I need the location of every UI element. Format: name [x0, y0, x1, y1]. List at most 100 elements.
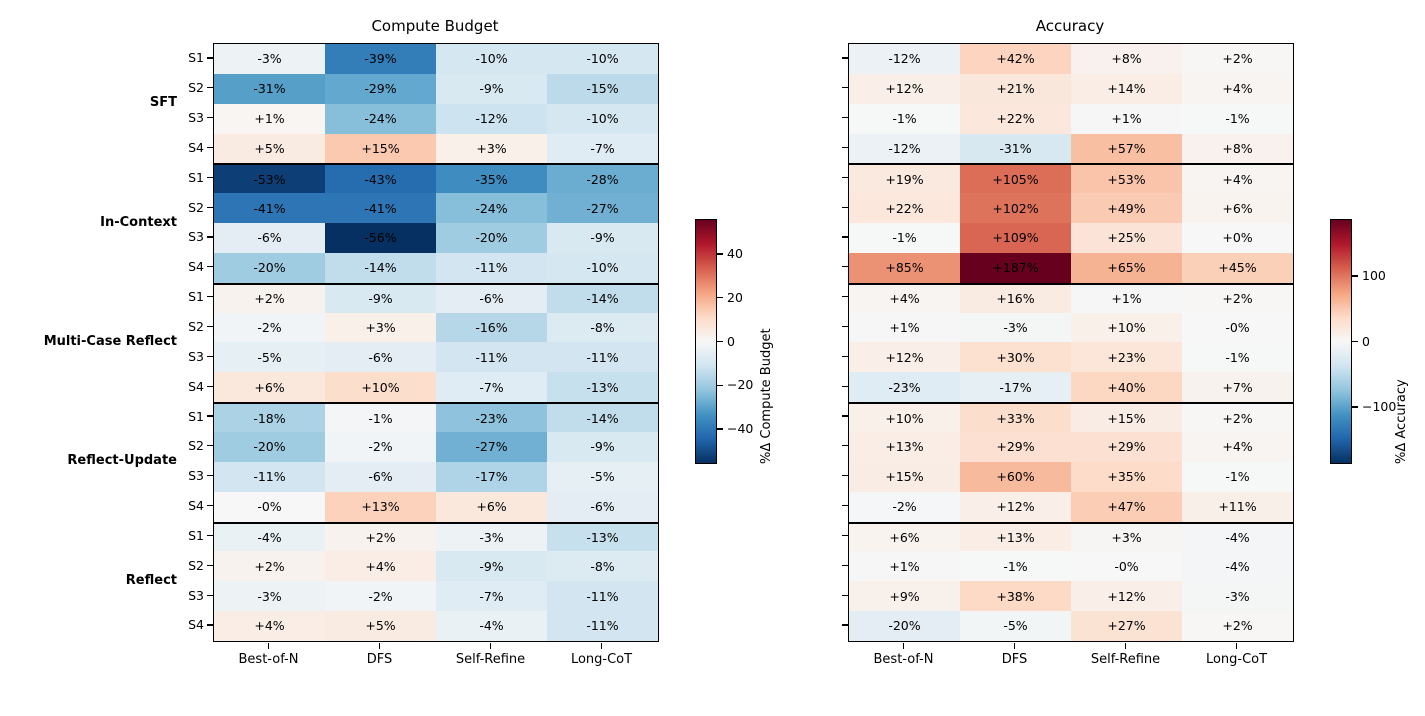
- y-axis-tick: [207, 296, 213, 298]
- row-group-label: Multi-Case Reflect: [43, 333, 177, 349]
- heatmap-cell: +5%: [325, 611, 436, 641]
- heatmap-cell: -5%: [547, 461, 658, 492]
- heatmap-cell: +14%: [1071, 73, 1182, 104]
- y-axis-row: S3: [8, 580, 213, 610]
- row-label: S3: [188, 229, 204, 245]
- heatmap-cell: +12%: [1071, 581, 1182, 612]
- heatmap-cell: -6%: [436, 282, 547, 313]
- colorbar-tick-mark: [1352, 406, 1358, 408]
- y-axis-row: S1: [8, 401, 213, 431]
- heatmap-cell: +19%: [849, 163, 960, 194]
- row-label: S2: [188, 80, 204, 96]
- row-label: S4: [188, 617, 204, 633]
- y-axis-row: [822, 401, 848, 431]
- heatmap-cell: -3%: [436, 521, 547, 552]
- y-axis-tick: [842, 296, 848, 298]
- heatmap-cell: -4%: [1182, 551, 1293, 582]
- column-label: DFS: [366, 652, 393, 667]
- y-axis-tick: [207, 57, 213, 59]
- row-label: S2: [188, 319, 204, 335]
- heatmap-cell: -14%: [547, 282, 658, 313]
- heatmap-cell: -14%: [547, 402, 658, 432]
- x-axis: Best-of-N DFS Self-Refine Long-CoT: [213, 643, 657, 689]
- heatmap-cell: +53%: [1071, 163, 1182, 194]
- heatmap-cell: -6%: [214, 223, 325, 253]
- y-axis-tick: [207, 624, 213, 626]
- row-label: S4: [188, 259, 204, 275]
- y-axis-row: S4: [8, 491, 213, 521]
- y-axis-row: S1: [8, 282, 213, 312]
- heatmap-cell: +30%: [960, 342, 1071, 373]
- heatmap-cell: +15%: [325, 133, 436, 164]
- heatmap-cell: +1%: [849, 551, 960, 582]
- colorbar-tick-mark: [717, 428, 723, 430]
- row-label: S1: [188, 169, 204, 185]
- heatmap-cell: -15%: [547, 73, 658, 104]
- row-label: S3: [188, 110, 204, 126]
- column-label: DFS: [1001, 652, 1028, 667]
- chart-title: Compute Budget: [371, 17, 499, 35]
- heatmap-cell: +7%: [1182, 372, 1293, 403]
- heatmap-cell: +102%: [960, 193, 1071, 224]
- heatmap-cell: -3%: [214, 581, 325, 612]
- colorbar-tick-label: 100: [1362, 267, 1386, 283]
- y-axis-tick: [842, 206, 848, 208]
- y-axis-row: [822, 252, 848, 282]
- chart-title: Accuracy: [1035, 17, 1105, 35]
- x-axis-tick: [378, 643, 381, 649]
- heatmap-cell: -3%: [1182, 581, 1293, 612]
- heatmap-cell: -28%: [547, 163, 658, 194]
- heatmap-cell: -6%: [325, 461, 436, 492]
- y-axis-row: [822, 162, 848, 192]
- x-axis-tick: [489, 643, 492, 649]
- y-axis-row: S2: [8, 431, 213, 461]
- accuracy-heatmap: Accuracy -12% +42% +8% +2% +12% +21% +14% +4% -1…: [822, 10, 1417, 716]
- heatmap-cell: -1%: [849, 223, 960, 253]
- heatmap-cell: -9%: [325, 282, 436, 313]
- y-axis-row: S2: [8, 192, 213, 222]
- heatmap-cell: -0%: [214, 491, 325, 522]
- compute-budget-heatmap: Compute Budget SFT S1 S2 S3 S4 In-Context S1 S2…: [8, 10, 782, 716]
- y-axis-row: [822, 341, 848, 371]
- y-axis-tick: [842, 594, 848, 596]
- y-axis-tick: [207, 385, 213, 387]
- y-axis-row: S4: [8, 252, 213, 282]
- heatmap-cell: +29%: [960, 431, 1071, 462]
- y-axis-row: S2: [8, 73, 213, 103]
- row-label: S2: [188, 557, 204, 573]
- row-group-label: In-Context: [100, 214, 177, 230]
- heatmap-cell: +49%: [1071, 193, 1182, 224]
- x-axis-column: Best-of-N: [848, 643, 959, 667]
- heatmap-cell: +4%: [849, 282, 960, 313]
- x-axis-column: Long-CoT: [1181, 643, 1292, 667]
- column-label: Long-CoT: [570, 652, 633, 667]
- heatmap-cell: +3%: [325, 312, 436, 343]
- heatmap-cell: -12%: [849, 44, 960, 74]
- y-axis-row: S3: [8, 103, 213, 133]
- heatmap-cell: +13%: [960, 521, 1071, 552]
- y-axis-row: [822, 312, 848, 342]
- y-axis-tick: [842, 445, 848, 447]
- y-axis-tick: [842, 236, 848, 238]
- y-axis-tick: [207, 236, 213, 238]
- heatmap-cell: +5%: [214, 133, 325, 164]
- y-axis-tick: [207, 87, 213, 89]
- heatmap-cell: -9%: [547, 431, 658, 462]
- heatmap-cell: -1%: [325, 402, 436, 432]
- y-axis-row: S1: [8, 162, 213, 192]
- heatmap-cell: +21%: [960, 73, 1071, 104]
- x-axis-tick: [902, 643, 905, 649]
- y-axis-tick: [207, 146, 213, 149]
- x-axis-tick: [267, 643, 270, 649]
- heatmap-cell: +1%: [849, 312, 960, 343]
- y-axis-row: S1: [8, 43, 213, 73]
- column-label: Self-Refine: [1090, 652, 1161, 667]
- y-axis-row: [822, 103, 848, 133]
- y-axis-tick: [842, 534, 848, 537]
- row-label: S4: [188, 498, 204, 514]
- heatmap-cell: +45%: [1182, 252, 1293, 283]
- heatmap-cell: +10%: [325, 372, 436, 403]
- row-label: S1: [188, 408, 204, 424]
- y-axis-tick: [842, 385, 848, 387]
- heatmap-cell: +2%: [325, 521, 436, 552]
